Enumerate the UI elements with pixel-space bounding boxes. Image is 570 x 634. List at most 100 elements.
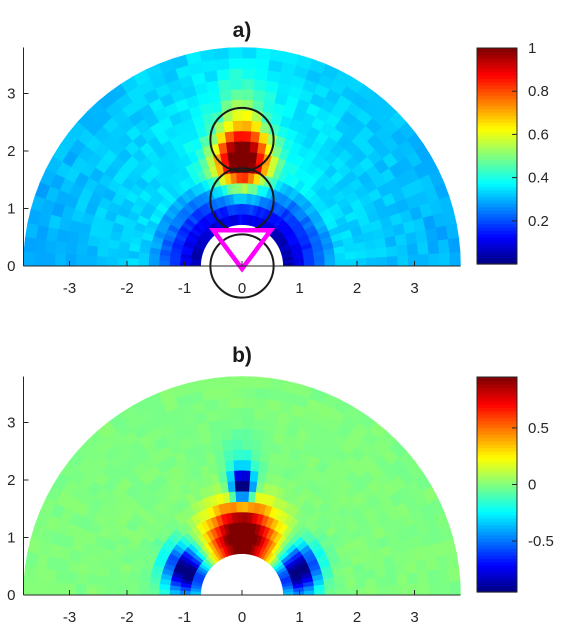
heatmap-cell <box>418 253 430 267</box>
colorbar-segment <box>477 568 517 573</box>
y-tick-label: 3 <box>7 86 15 103</box>
heatmap-cell <box>137 581 150 590</box>
heatmap-cell <box>85 584 98 596</box>
colorbar-segment <box>477 501 517 506</box>
heatmap-cell <box>158 589 170 596</box>
heatmap-cell <box>376 256 388 267</box>
colorbar-segment <box>477 257 517 262</box>
overlay-triangle <box>208 228 276 273</box>
y-tick-label: 1 <box>7 530 15 547</box>
heatmap-cell <box>324 588 336 596</box>
colorbar-segment <box>477 544 517 549</box>
colorbar-segment <box>477 497 517 502</box>
heatmap-cell <box>241 203 247 215</box>
colorbar-segment <box>477 71 517 76</box>
heatmap-cell <box>96 246 109 258</box>
heatmap-cell <box>215 68 231 81</box>
heatmap-cell <box>75 243 88 257</box>
heatmap-cell <box>148 253 160 261</box>
y-tick-label: 3 <box>7 415 15 432</box>
heatmap-cell <box>222 449 234 462</box>
heatmap-cell <box>257 460 269 474</box>
y-tick-label: 0 <box>7 258 15 275</box>
colorbar-segment <box>477 125 517 130</box>
heatmap-cell <box>324 259 336 267</box>
colorbar-tick-label: 0 <box>528 477 536 494</box>
heatmap-cell <box>137 252 150 261</box>
colorbar-segment <box>477 575 517 580</box>
heatmap-cell <box>127 250 140 260</box>
colorbar-segment <box>477 166 517 171</box>
heatmap-cell <box>96 256 108 267</box>
heatmap-cell <box>116 586 129 596</box>
heatmap-cell <box>222 120 234 133</box>
colorbar-segment <box>477 112 517 117</box>
heatmap-cell <box>252 418 266 431</box>
heatmap-cell <box>397 254 409 267</box>
heatmap-cell <box>219 428 233 441</box>
heatmap-cell <box>241 193 248 205</box>
colorbar-segment <box>477 159 517 164</box>
heatmap-cell <box>241 120 252 132</box>
colorbar-segment <box>477 578 517 583</box>
colorbar-segment <box>477 250 517 255</box>
heatmap-cell <box>241 522 248 534</box>
colorbar-segment <box>477 240 517 245</box>
colorbar-segment <box>477 213 517 218</box>
colorbar-segment <box>477 538 517 543</box>
colorbar-segment <box>477 78 517 83</box>
heatmap-cell <box>158 583 171 591</box>
x-tick-label: -2 <box>120 609 133 626</box>
heatmap-cell <box>76 562 90 575</box>
heatmap-cell <box>248 151 258 164</box>
colorbar-segment <box>477 68 517 73</box>
heatmap-cell <box>86 574 98 586</box>
colorbar-segment <box>477 548 517 553</box>
heatmap-cell <box>416 241 430 255</box>
heatmap-cell <box>65 571 78 585</box>
heatmap-cell <box>218 418 232 431</box>
heatmap-cell <box>447 237 461 253</box>
heatmap-cell <box>241 480 250 492</box>
heatmap-cell <box>214 387 230 400</box>
heatmap-cell <box>397 583 409 596</box>
colorbar-segment <box>477 223 517 228</box>
colorbar-segment <box>477 524 517 529</box>
heatmap-cell <box>44 239 57 255</box>
colorbar-segment <box>477 243 517 248</box>
heatmap-cell <box>241 438 253 451</box>
colorbar-segment <box>477 102 517 106</box>
colorbar-segment <box>477 417 517 422</box>
colorbar-segment <box>477 393 517 398</box>
heatmap-cell <box>386 245 398 257</box>
heatmap-cell <box>229 407 243 419</box>
heatmap-cell <box>189 591 201 596</box>
heatmap-cell <box>64 254 77 267</box>
colorbar-segment <box>477 186 517 191</box>
heatmap-cell <box>366 256 378 267</box>
colorbar-segment <box>477 397 517 402</box>
colorbar-segment <box>477 142 517 147</box>
heatmap-cell <box>241 68 256 80</box>
x-tick-label: 1 <box>295 280 303 297</box>
heatmap-cell <box>44 581 56 596</box>
y-tick-label: 2 <box>7 143 15 160</box>
heatmap-cell <box>254 58 270 71</box>
colorbar-segment <box>477 176 517 181</box>
colorbar-segment <box>477 471 517 476</box>
heatmap-cell <box>253 397 269 410</box>
colorbar-segment <box>477 135 517 140</box>
heatmap-cell <box>259 450 271 463</box>
heatmap-field-a <box>23 47 461 267</box>
heatmap-cell <box>234 480 243 492</box>
x-tick-label: -2 <box>120 280 133 297</box>
heatmap-cell <box>213 47 229 61</box>
heatmap-cell <box>97 566 110 578</box>
heatmap-cell <box>253 407 267 421</box>
heatmap-cell <box>249 141 259 153</box>
colorbar-segment <box>477 541 517 546</box>
panel-b: b) -3 -2 -1 0 1 2 3 0 1 2 3 0.5 0 -0.5 <box>7 344 554 626</box>
heatmap-cell <box>137 258 150 267</box>
colorbar-segment <box>477 467 517 472</box>
